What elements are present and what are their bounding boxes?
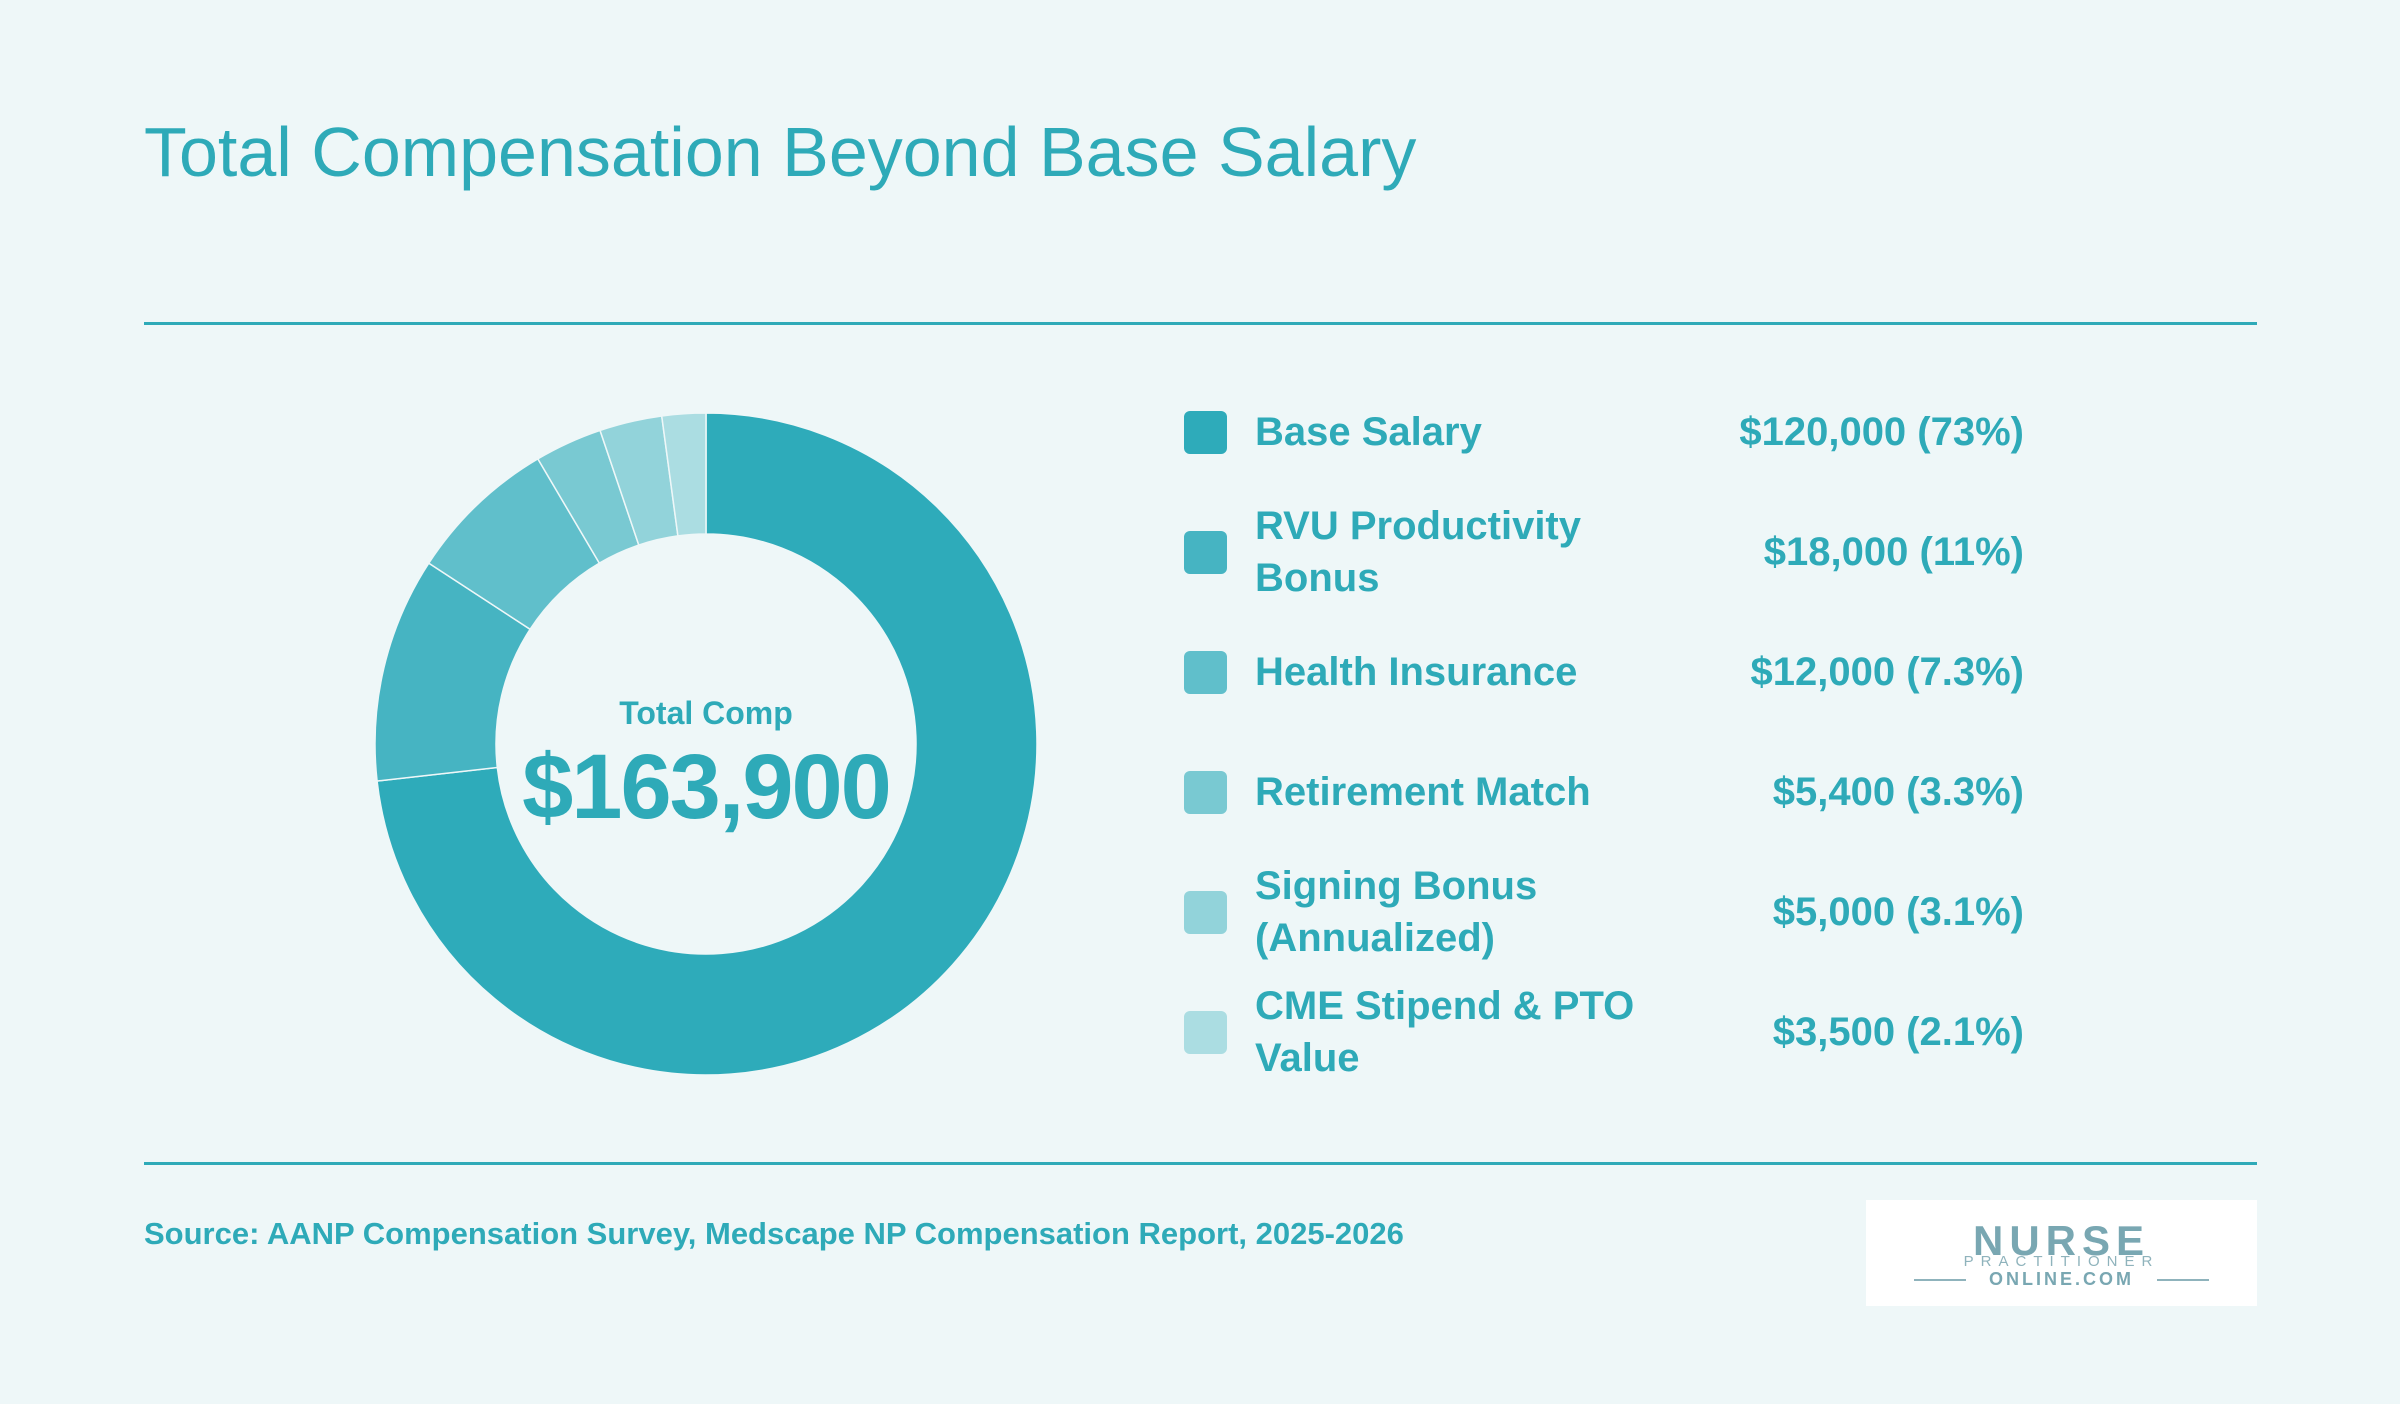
legend-label: Base Salary [1255,410,1482,454]
logo-online-text: ONLINE.COM [1989,1269,2134,1289]
bottom-divider [144,1162,2257,1165]
donut-slice [660,412,707,537]
legend-item: Base Salary $120,000 (73%) [1184,372,2024,492]
legend-label: RVU Productivity Bonus [1255,504,1581,600]
legend-value: $120,000 (73%) [1739,410,2024,454]
brand-logo: NURSE PRACTITIONER ONLINE.COM [1866,1200,2257,1306]
donut-slice [376,412,1038,1076]
legend-swatch [1184,771,1227,814]
legend-value: $3,500 (2.1%) [1772,1010,2024,1054]
donut-chart: Total Comp $163,900 [372,410,1040,1078]
legend-swatch [1184,651,1227,694]
legend-swatch [1184,891,1227,934]
donut-center-value: $163,900 [522,736,892,838]
legend-label: Retirement Match [1255,770,1591,814]
legend-item: Health Insurance $12,000 (7.3%) [1184,612,2024,732]
logo-nurse-text: NURSE [1972,1217,2151,1264]
legend-value: $5,400 (3.3%) [1772,770,2024,814]
legend-item: CME Stipend & PTO Value $3,500 (2.1%) [1184,972,2024,1092]
legend-swatch [1184,1011,1227,1054]
donut-center-label: Total Comp [619,695,793,731]
donut-svg [374,412,1038,1076]
legend-item: Signing Bonus (Annualized) $5,000 (3.1%) [1184,852,2024,972]
legend-label: CME Stipend & PTO Value [1255,984,1635,1080]
legend-value: $18,000 (11%) [1763,530,2024,574]
legend-value: $5,000 (3.1%) [1772,890,2024,934]
legend-swatch [1184,411,1227,454]
legend-label: Health Insurance [1255,650,1578,694]
legend-value: $12,000 (7.3%) [1750,650,2024,694]
legend-item: Retirement Match $5,400 (3.3%) [1184,732,2024,852]
legend-item: RVU Productivity Bonus $18,000 (11%) [1184,492,2024,612]
logo-practitioner-text: PRACTITIONER [1963,1253,2160,1270]
legend-label: Signing Bonus (Annualized) [1255,864,1538,960]
top-divider [144,322,2257,325]
source-note: Source: AANP Compensation Survey, Medsca… [144,1216,1404,1251]
logo-right-line [2157,1279,2209,1281]
logo-left-line [1914,1279,1966,1281]
legend-swatch [1184,531,1227,574]
page-title: Total Compensation Beyond Base Salary [144,113,1417,191]
